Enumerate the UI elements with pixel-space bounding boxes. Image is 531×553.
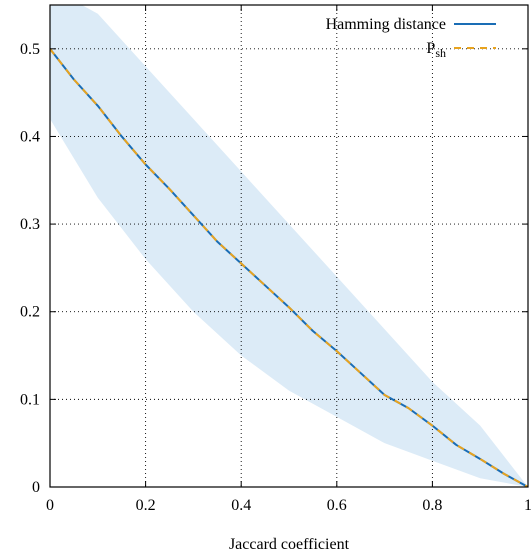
x-tick-label: 1 <box>524 497 531 514</box>
y-tick-label: 0.4 <box>20 128 40 145</box>
legend-label-hamming: Hamming distance <box>326 16 446 33</box>
y-tick-label: 0.3 <box>20 216 40 233</box>
y-tick-label: 0.1 <box>20 391 40 408</box>
y-tick-label: 0 <box>32 479 40 496</box>
x-tick-label: 0.4 <box>231 497 251 514</box>
x-tick-label: 0.8 <box>422 497 442 514</box>
x-tick-label: 0.2 <box>136 497 156 514</box>
legend-label-psh-main: P <box>426 40 435 57</box>
x-axis-label: Jaccard coefficient <box>229 536 350 553</box>
y-tick-label: 0.5 <box>20 41 40 58</box>
y-tick-label: 0.2 <box>20 304 40 321</box>
x-tick-label: 0 <box>46 497 54 514</box>
legend-label-psh-sub: sh <box>435 46 446 60</box>
x-tick-label: 0.6 <box>327 497 347 514</box>
